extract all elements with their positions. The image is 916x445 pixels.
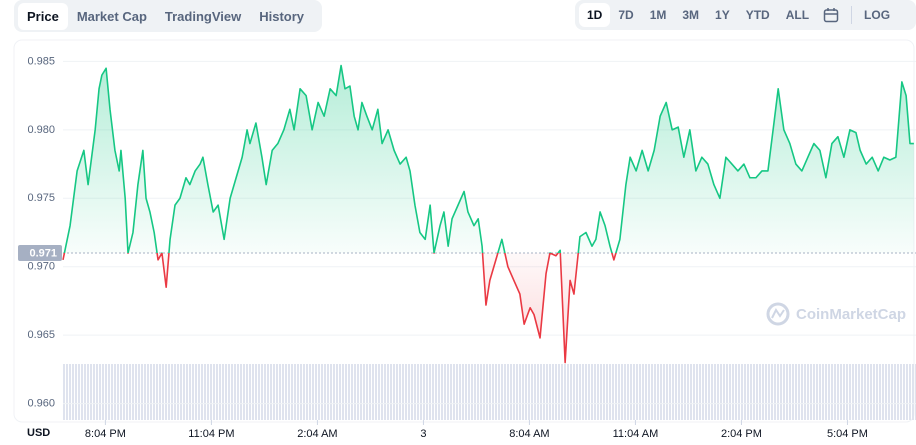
divider [851,6,853,24]
range-button[interactable]: 7D [618,8,634,22]
x-tick-label: 5:04 PM [827,428,868,440]
range-button[interactable]: 1D [579,3,611,27]
baseline-label: 0.971 [29,247,57,259]
tab[interactable]: Market Cap [76,8,147,24]
x-tick-label: 11:04 AM [613,428,659,440]
watermark-text: CoinMarketCap [796,306,906,323]
tab[interactable]: History [259,8,305,24]
x-tick-label: 2:04 PM [721,428,762,440]
x-tick-label: 11:04 PM [188,428,234,440]
y-tick-label: 0.970 [27,261,55,273]
range-button[interactable]: YTD [745,8,770,22]
range-button[interactable]: 1M [649,8,667,22]
x-tick-label: 2:04 AM [297,428,337,440]
x-tick-label: 8:04 PM [85,428,126,440]
price-line [62,64,914,364]
y-tick-label: 0.965 [27,329,55,341]
range-bar: 1D 7D 1M 3M 1Y YTD ALL LOG [575,0,916,30]
log-toggle[interactable]: LOG [864,8,891,22]
baseline-label-box [18,245,62,262]
y-tick-label: 0.980 [27,124,55,136]
x-tick-label: 3 [420,428,426,440]
range-button[interactable]: 3M [682,8,700,22]
watermark: CoinMarketCap [766,302,906,326]
x-tick-label: 8:04 AM [509,428,549,440]
range-button[interactable]: ALL [785,8,810,22]
calendar-button[interactable] [823,7,839,23]
price-area [63,65,914,363]
volume-strip [63,364,916,420]
range-button[interactable]: 1Y [715,8,730,22]
tab[interactable]: TradingView [164,8,242,24]
chart-frame [13,39,915,423]
calendar-icon [823,8,839,23]
currency-label: USD [27,427,50,439]
tab[interactable]: Price [18,2,68,30]
y-tick-label: 0.960 [27,397,55,409]
tab-bar: Price Market Cap TradingView History [14,0,322,32]
y-tick-label: 0.975 [27,192,55,204]
y-tick-label: 0.985 [27,55,55,67]
